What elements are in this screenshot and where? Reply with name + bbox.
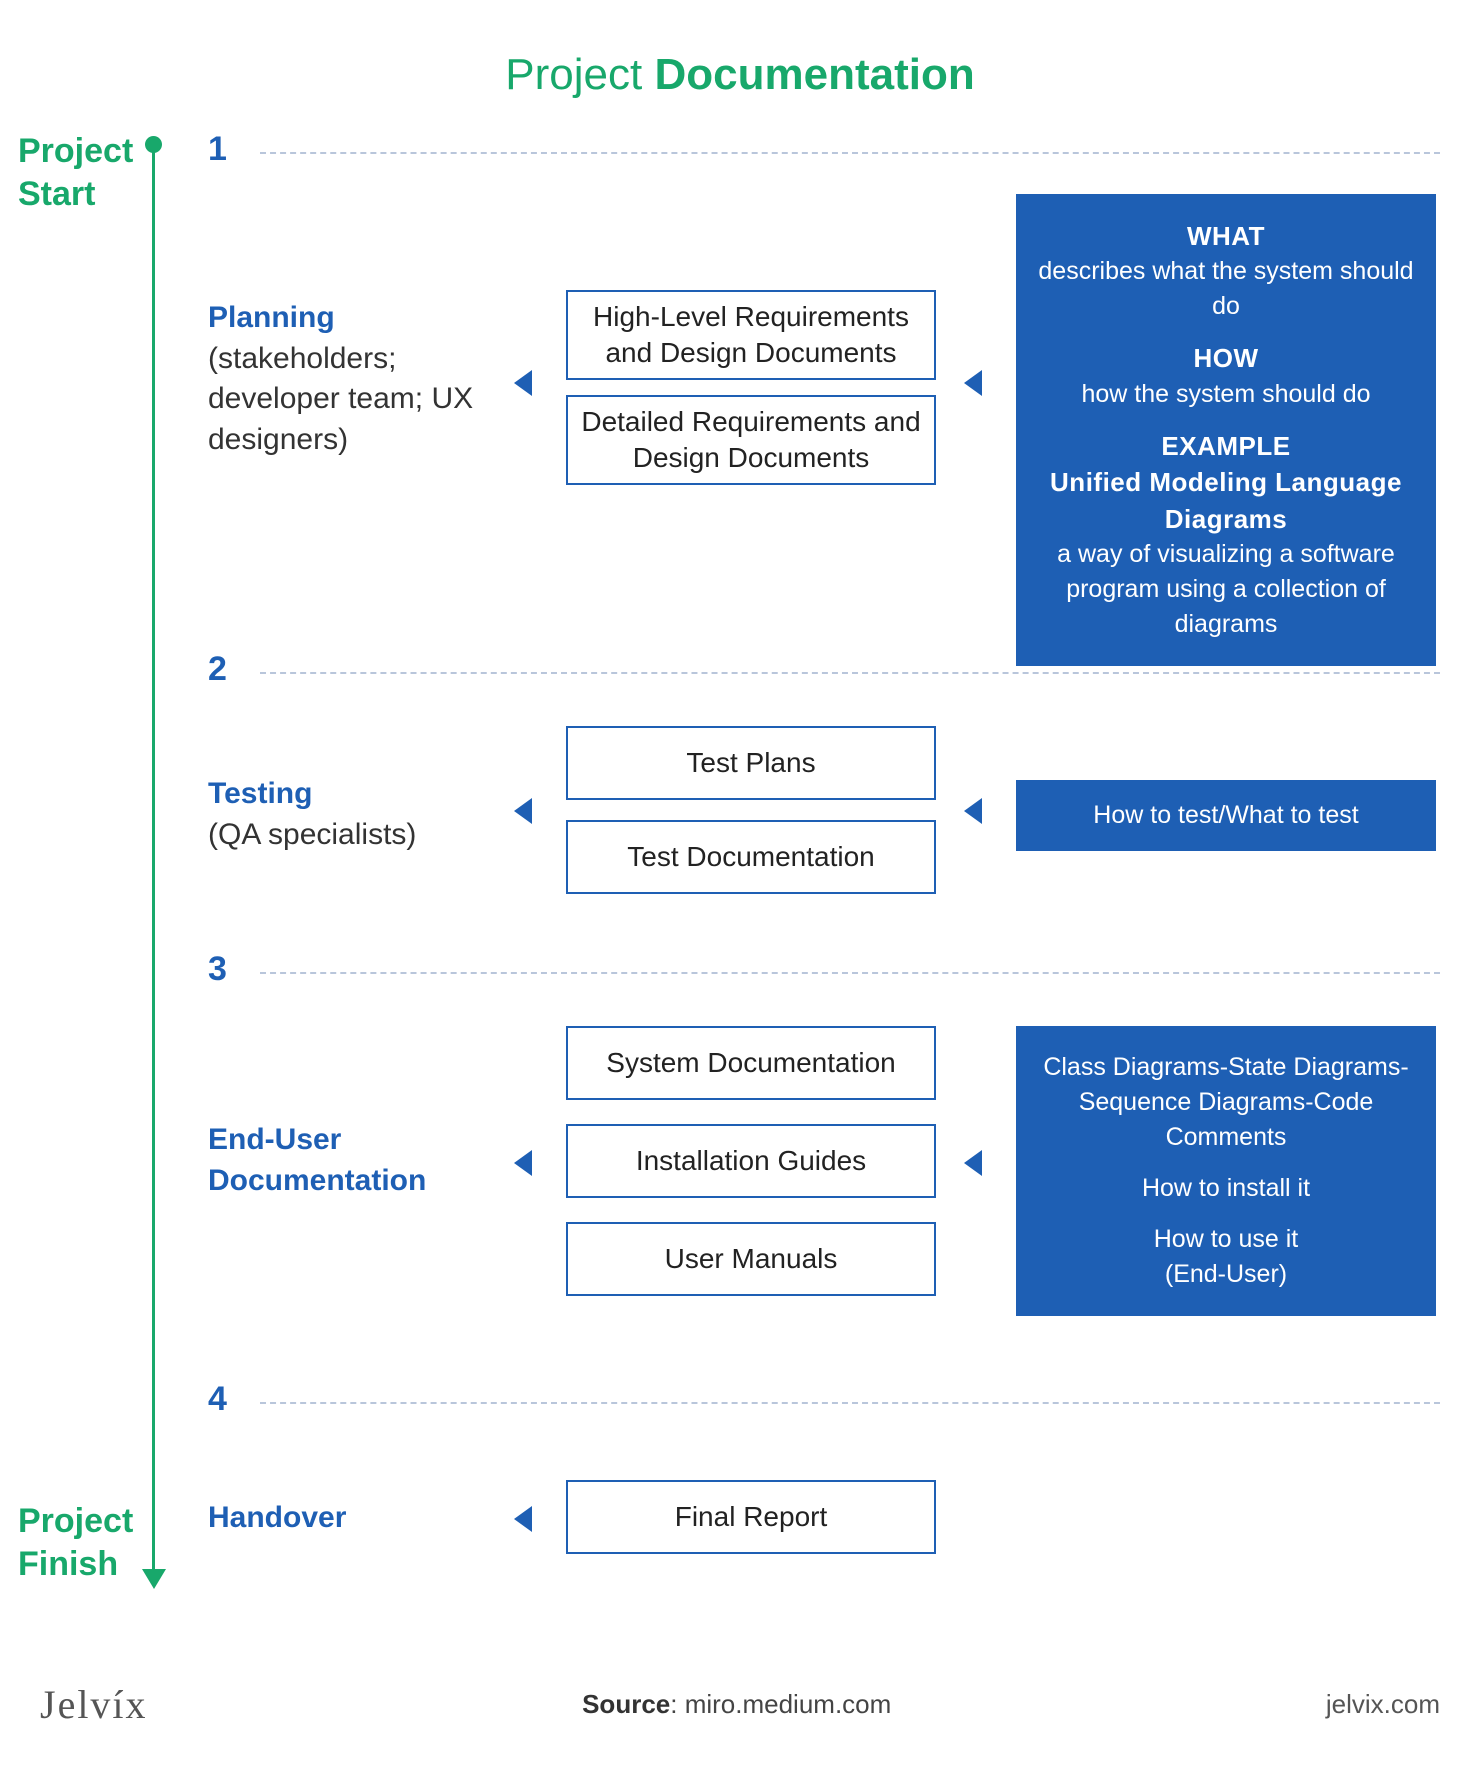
doc-box: Test Documentation [566, 820, 936, 894]
doc-box: Test Plans [566, 726, 936, 800]
info-line: Class Diagrams-State Diagrams-Sequence D… [1038, 1050, 1414, 1155]
arrow-icon [964, 1150, 982, 1176]
title-normal: Project [505, 50, 654, 99]
phase-dash-1 [260, 152, 1440, 154]
doc-box: User Manuals [566, 1222, 936, 1296]
phase-dash-3 [260, 972, 1440, 974]
phase-title-4: Handover [208, 1498, 498, 1539]
phase-title-1: Planning (stakeholders; developer team; … [208, 298, 498, 460]
info-text: How to test/What to test [1036, 798, 1416, 833]
info-line: How to use it (End-User) [1038, 1222, 1414, 1292]
info-box-2: How to test/What to test [1016, 780, 1436, 851]
page-title: Project Documentation [0, 0, 1480, 100]
phase-name-4: Handover [208, 1498, 498, 1539]
arrow-icon [514, 1506, 532, 1532]
info-item: WHAT describes what the system should do [1038, 218, 1414, 324]
phase-name-2: Testing [208, 774, 498, 815]
info-item: HOW how the system should do [1038, 340, 1414, 411]
doc-box: High-Level Requirements and Design Docum… [566, 290, 936, 380]
phase-title-3: End-User Documentation [208, 1120, 508, 1201]
info-box-1: WHAT describes what the system should do… [1016, 194, 1436, 666]
timeline-end-arrow [142, 1569, 166, 1589]
doc-box: System Documentation [566, 1026, 936, 1100]
info-box-3: Class Diagrams-State Diagrams-Sequence D… [1016, 1026, 1436, 1316]
phase-name-1: Planning [208, 298, 498, 339]
arrow-icon [514, 1150, 532, 1176]
phase-name-3: End-User Documentation [208, 1120, 508, 1201]
doc-box: Detailed Requirements and Design Documen… [566, 395, 936, 485]
doc-box: Installation Guides [566, 1124, 936, 1198]
footer-logo: Jelvíx [40, 1681, 148, 1728]
doc-box: Final Report [566, 1480, 936, 1554]
arrow-icon [964, 370, 982, 396]
title-bold: Documentation [654, 50, 974, 99]
footer: Jelvíx Source: miro.medium.com jelvix.co… [0, 1681, 1480, 1728]
phase-number-3: 3 [208, 950, 227, 989]
phase-dash-2 [260, 672, 1440, 674]
phase-subtitle-1: (stakeholders; developer team; UX design… [208, 339, 498, 461]
arrow-icon [964, 798, 982, 824]
arrow-icon [514, 370, 532, 396]
timeline-line [152, 144, 155, 1574]
footer-url: jelvix.com [1326, 1689, 1440, 1720]
phase-number-4: 4 [208, 1380, 227, 1419]
footer-source: Source: miro.medium.com [582, 1689, 891, 1720]
timeline-finish-label: Project Finish [18, 1500, 133, 1585]
timeline-start-label: Project Start [18, 130, 133, 215]
timeline-start-dot [145, 136, 162, 153]
phase-title-2: Testing (QA specialists) [208, 774, 498, 855]
info-item: EXAMPLE Unified Modeling Language Diagra… [1038, 428, 1414, 642]
phase-number-2: 2 [208, 650, 227, 689]
info-line: How to install it [1038, 1171, 1414, 1206]
arrow-icon [514, 798, 532, 824]
phase-subtitle-2: (QA specialists) [208, 815, 498, 856]
phase-dash-4 [260, 1402, 1440, 1404]
phase-number-1: 1 [208, 130, 227, 169]
